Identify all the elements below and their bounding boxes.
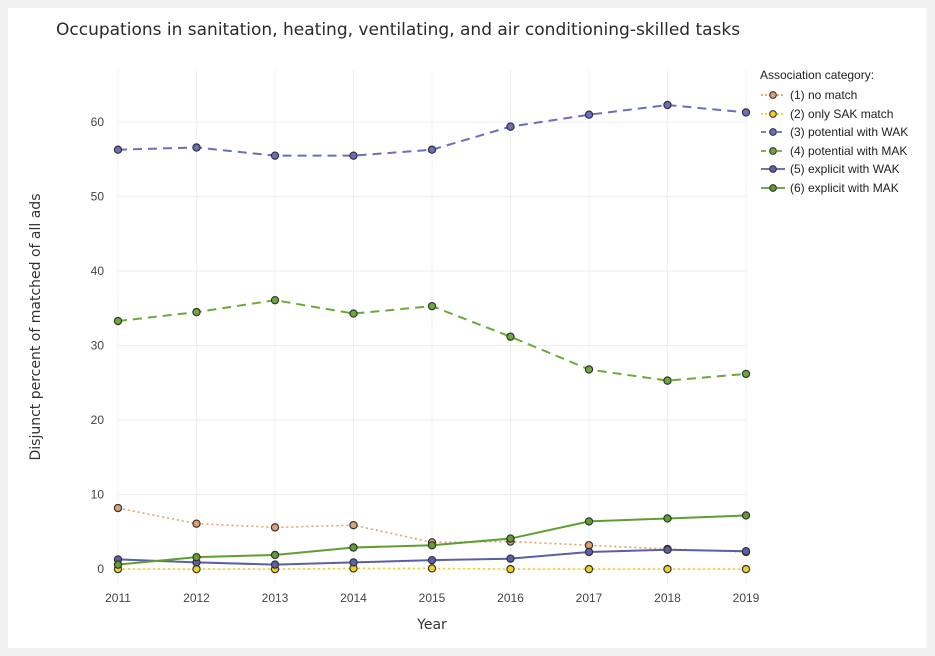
data-point (113, 503, 123, 513)
y-tick-label: 30 (91, 339, 105, 353)
series-2 (113, 564, 751, 574)
x-tick-label: 2012 (183, 591, 210, 605)
legend-item: (3) potential with WAK (760, 123, 908, 142)
series-3 (113, 100, 751, 160)
data-point (349, 520, 358, 530)
data-point (270, 560, 280, 569)
legend-swatch-icon (761, 91, 785, 100)
data-point (741, 511, 751, 520)
x-tick-label: 2014 (340, 591, 367, 605)
legend-label: (3) potential with WAK (790, 125, 909, 140)
data-point (741, 369, 751, 379)
y-axis-label: Disjunct percent of matched of all ads (28, 194, 44, 461)
chart-panel: Occupations in sanitation, heating, vent… (8, 8, 927, 648)
data-point (427, 564, 437, 573)
data-point (741, 547, 751, 556)
data-point (113, 145, 123, 154)
data-point (584, 517, 594, 526)
legend-item: (2) only SAK match (760, 105, 908, 124)
x-tick-label: 2019 (733, 591, 760, 605)
series-6 (113, 511, 751, 569)
x-tick-label: 2015 (419, 591, 446, 605)
data-point (113, 560, 123, 569)
series-line (117, 104, 747, 157)
legend-item: (1) no match (760, 86, 908, 105)
legend-label: (5) explicit with WAK (790, 162, 900, 177)
data-point (349, 309, 358, 318)
data-point (741, 108, 751, 117)
data-point (506, 554, 515, 563)
data-point (663, 376, 672, 385)
data-point (584, 110, 594, 119)
data-point (663, 564, 672, 574)
data-point (663, 514, 672, 523)
x-tick-label: 2018 (654, 591, 681, 605)
data-point (270, 151, 280, 160)
y-tick-label: 40 (91, 264, 105, 278)
data-point (192, 143, 201, 152)
data-point (506, 534, 515, 543)
data-point (349, 543, 358, 552)
legend-swatch-icon (761, 183, 785, 192)
legend-label: (4) potential with MAK (790, 143, 908, 158)
data-point (584, 564, 594, 574)
x-axis-label: Year (416, 617, 447, 633)
data-point (427, 145, 437, 154)
y-tick-label: 20 (91, 413, 105, 427)
legend-item: (4) potential with MAK (760, 142, 908, 161)
series-4 (113, 295, 751, 385)
x-tick-label: 2016 (497, 591, 524, 605)
series-line (117, 507, 747, 553)
data-point (427, 555, 437, 565)
x-tick-label: 2011 (105, 591, 131, 605)
data-point (584, 547, 594, 557)
data-point (192, 519, 201, 528)
line-chart: 0 10 20 30 40 50 60 2011 2012 2013 2014 2015 2016 201… (28, 70, 760, 633)
data-point (584, 365, 594, 374)
data-point (506, 564, 515, 574)
legend-items: (1) no match (2) only SAK match (3) potent… (760, 86, 908, 197)
data-point (741, 564, 751, 574)
data-point (192, 307, 201, 317)
x-tick-label: 2017 (576, 591, 603, 605)
data-point (349, 151, 358, 160)
data-point (349, 558, 358, 567)
legend-label: (2) only SAK match (790, 106, 894, 121)
legend-swatch-icon (761, 165, 785, 174)
data-point (427, 301, 437, 311)
legend-swatch-icon (761, 128, 785, 137)
legend: Association category: (1) no match (2) on… (760, 68, 908, 197)
y-tick-label: 0 (97, 562, 104, 576)
data-point (270, 295, 280, 305)
data-point (427, 541, 437, 550)
y-tick-label: 60 (91, 115, 105, 129)
data-point (663, 100, 672, 110)
legend-item: (6) explicit with MAK (760, 179, 908, 198)
legend-label: (6) explicit with MAK (790, 180, 899, 195)
legend-label: (1) no match (790, 88, 858, 103)
legend-item: (5) explicit with WAK (760, 160, 908, 179)
data-point (506, 122, 515, 131)
series-5 (113, 545, 751, 569)
data-point (270, 523, 280, 532)
legend-title: Association category: (760, 68, 875, 82)
legend-swatch-icon (761, 146, 785, 155)
data-point (192, 552, 201, 562)
data-point (663, 545, 672, 554)
y-tick-label: 50 (91, 190, 105, 204)
y-tick-label: 10 (91, 488, 105, 502)
legend-swatch-icon (761, 109, 785, 118)
data-point (113, 316, 123, 326)
data-point (270, 550, 280, 560)
data-point (506, 332, 515, 341)
chart-title: Occupations in sanitation, heating, vent… (56, 20, 741, 40)
x-tick-label: 2013 (262, 591, 289, 605)
